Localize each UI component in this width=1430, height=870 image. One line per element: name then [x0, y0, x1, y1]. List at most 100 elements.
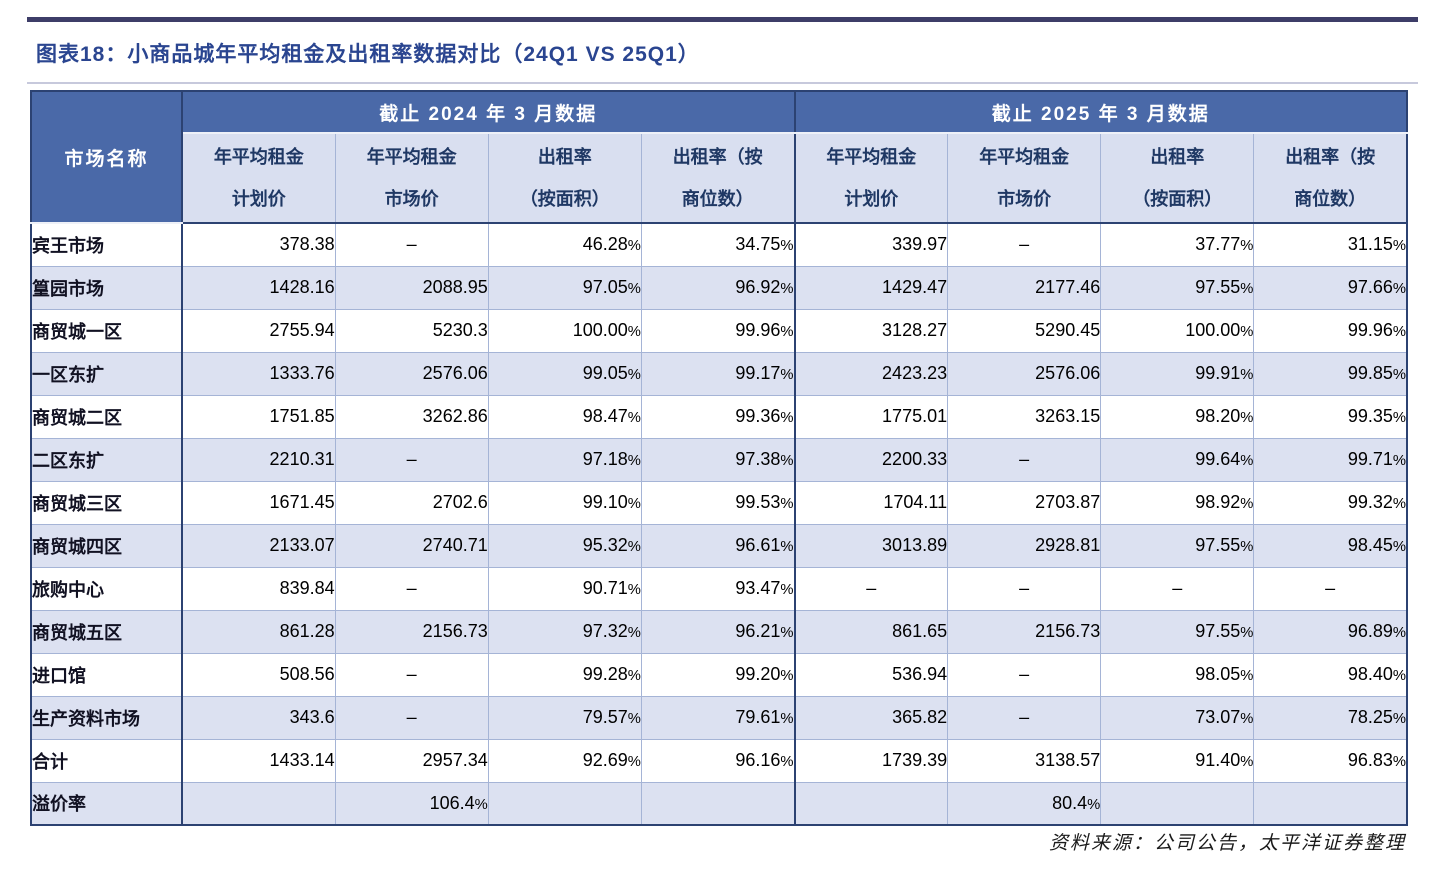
data-cell: –: [1100, 566, 1255, 611]
data-cell: [640, 781, 796, 826]
data-cell: –: [947, 437, 1102, 482]
data-cell: 34.75%: [640, 222, 796, 267]
sub-header-row: 年平均租金 计划价 年平均租金 市场价 出租率 （按面积） 出租率（按 商位数）…: [31, 132, 1408, 224]
table-row: 商贸城四区 2133.07 2740.71 95.32% 96.61% 3013.89 29…: [30, 523, 1408, 568]
data-cell: 79.57%: [487, 695, 642, 740]
data-cell: 95.32%: [487, 523, 642, 568]
data-cell: 97.55%: [1100, 265, 1255, 310]
data-cell: –: [334, 652, 489, 697]
data-cell: 96.92%: [640, 265, 796, 310]
data-cell: 97.05%: [487, 265, 642, 310]
data-cell: –: [334, 695, 489, 740]
data-cell: 3128.27: [793, 308, 949, 353]
data-cell: 91.40%: [1100, 738, 1255, 783]
data-cell: 99.53%: [640, 480, 796, 525]
data-cell: 1671.45: [181, 480, 336, 525]
data-cell: 365.82: [793, 695, 949, 740]
data-cell: 3262.86: [334, 394, 489, 439]
data-cell: [1253, 781, 1408, 826]
data-cell: 5230.3: [334, 308, 489, 353]
data-cell: 1751.85: [181, 394, 336, 439]
table-row: 生产资料市场 343.6–79.57% 79.61% 365.82–73.07% 78.…: [30, 695, 1408, 740]
data-cell: –: [947, 695, 1102, 740]
col-header-2024-plan-rent: 年平均租金 计划价: [181, 132, 336, 224]
data-cell: 73.07%: [1100, 695, 1255, 740]
table-row: 商贸城三区 1671.45 2702.6 99.10% 99.53% 1704.11 270…: [30, 480, 1408, 525]
data-cell: 96.16%: [640, 738, 796, 783]
data-cell: 2576.06: [334, 351, 489, 396]
data-cell: 508.56: [181, 652, 336, 697]
data-cell: 99.64%: [1100, 437, 1255, 482]
data-cell: –: [334, 566, 489, 611]
data-cell: 378.38: [181, 222, 336, 267]
data-cell: 2423.23: [793, 351, 949, 396]
data-cell: 1428.16: [181, 265, 336, 310]
data-cell: 99.96%: [640, 308, 796, 353]
data-cell: 2928.81: [947, 523, 1102, 568]
data-cell: 37.77%: [1100, 222, 1255, 267]
data-cell: 2177.46: [947, 265, 1102, 310]
data-cell: 96.83%: [1253, 738, 1408, 783]
data-cell: [793, 781, 949, 826]
market-name-cell: 溢价率: [30, 781, 183, 826]
data-cell: 98.92%: [1100, 480, 1255, 525]
col-header-2025-occ-booth: 出租率（按 商位数）: [1253, 132, 1408, 224]
table-row: 合计 1433.14 2957.34 92.69% 96.16% 1739.39 3138.…: [30, 738, 1408, 783]
data-cell: 96.21%: [640, 609, 796, 654]
data-cell: –: [334, 222, 489, 267]
data-cell: 99.28%: [487, 652, 642, 697]
data-cell: 2702.6: [334, 480, 489, 525]
data-cell: 1333.76: [181, 351, 336, 396]
market-name-cell: 商贸城四区: [30, 523, 183, 568]
data-cell: 98.20%: [1100, 394, 1255, 439]
data-cell: 96.89%: [1253, 609, 1408, 654]
data-cell: 99.20%: [640, 652, 796, 697]
data-cell: 98.40%: [1253, 652, 1408, 697]
data-cell: 2755.94: [181, 308, 336, 353]
col-header-2024-occ-area: 出租率 （按面积）: [487, 132, 642, 224]
data-cell: 2133.07: [181, 523, 336, 568]
data-cell: 2957.34: [334, 738, 489, 783]
table-row: 宾王市场 378.38–46.28% 34.75% 339.97–37.77% 31.1…: [30, 222, 1408, 267]
data-cell: 97.38%: [640, 437, 796, 482]
data-cell: 100.00%: [487, 308, 642, 353]
data-cell: [181, 781, 336, 826]
data-cell: 2156.73: [947, 609, 1102, 654]
title-underline-rule: [27, 82, 1418, 84]
col-header-2024-market-rent: 年平均租金 市场价: [334, 132, 489, 224]
data-cell: 3013.89: [793, 523, 949, 568]
table-row: 旅购中心 839.84–90.71% 93.47% – – – –: [30, 566, 1408, 611]
data-cell: 99.91%: [1100, 351, 1255, 396]
data-cell: 31.15%: [1253, 222, 1408, 267]
data-cell: 80.4%: [947, 781, 1102, 826]
col-header-2025-market-rent: 年平均租金 市场价: [947, 132, 1102, 224]
data-cell: 3263.15: [947, 394, 1102, 439]
data-cell: 46.28%: [487, 222, 642, 267]
market-name-cell: 商贸城三区: [30, 480, 183, 525]
table-row: 一区东扩 1333.76 2576.06 99.05% 99.17% 2423.23 257…: [30, 351, 1408, 396]
group-header-row: 市场名称 截止 2024 年 3 月数据 截止 2025 年 3 月数据: [30, 90, 1408, 224]
market-name-cell: 商贸城一区: [30, 308, 183, 353]
data-cell: 97.55%: [1100, 609, 1255, 654]
data-cell: 100.00%: [1100, 308, 1255, 353]
table-row: 商贸城一区 2755.94 5230.3 100.00% 99.96% 3128.27 52…: [30, 308, 1408, 353]
page-title: 图表18：小商品城年平均租金及出租率数据对比（24Q1 VS 25Q1）: [36, 43, 700, 66]
table-row: 商贸城五区 861.28 2156.73 97.32% 96.21% 861.65 2156…: [30, 609, 1408, 654]
table-row: 商贸城二区 1751.85 3262.86 98.47% 99.36% 1775.01 32…: [30, 394, 1408, 439]
data-cell: 1775.01: [793, 394, 949, 439]
data-cell: –: [947, 652, 1102, 697]
data-cell: [487, 781, 642, 826]
source-note: 资料来源：公司公告，太平洋证券整理: [1048, 833, 1406, 854]
data-cell: 1433.14: [181, 738, 336, 783]
data-cell: 99.36%: [640, 394, 796, 439]
data-cell: 861.65: [793, 609, 949, 654]
data-cell: 839.84: [181, 566, 336, 611]
col-header-2024-occ-booth: 出租率（按 商位数）: [640, 132, 796, 224]
data-cell: 2740.71: [334, 523, 489, 568]
data-cell: 99.35%: [1253, 394, 1408, 439]
market-name-cell: 商贸城五区: [30, 609, 183, 654]
data-cell: –: [1253, 566, 1408, 611]
data-cell: –: [947, 566, 1102, 611]
data-cell: 99.71%: [1253, 437, 1408, 482]
